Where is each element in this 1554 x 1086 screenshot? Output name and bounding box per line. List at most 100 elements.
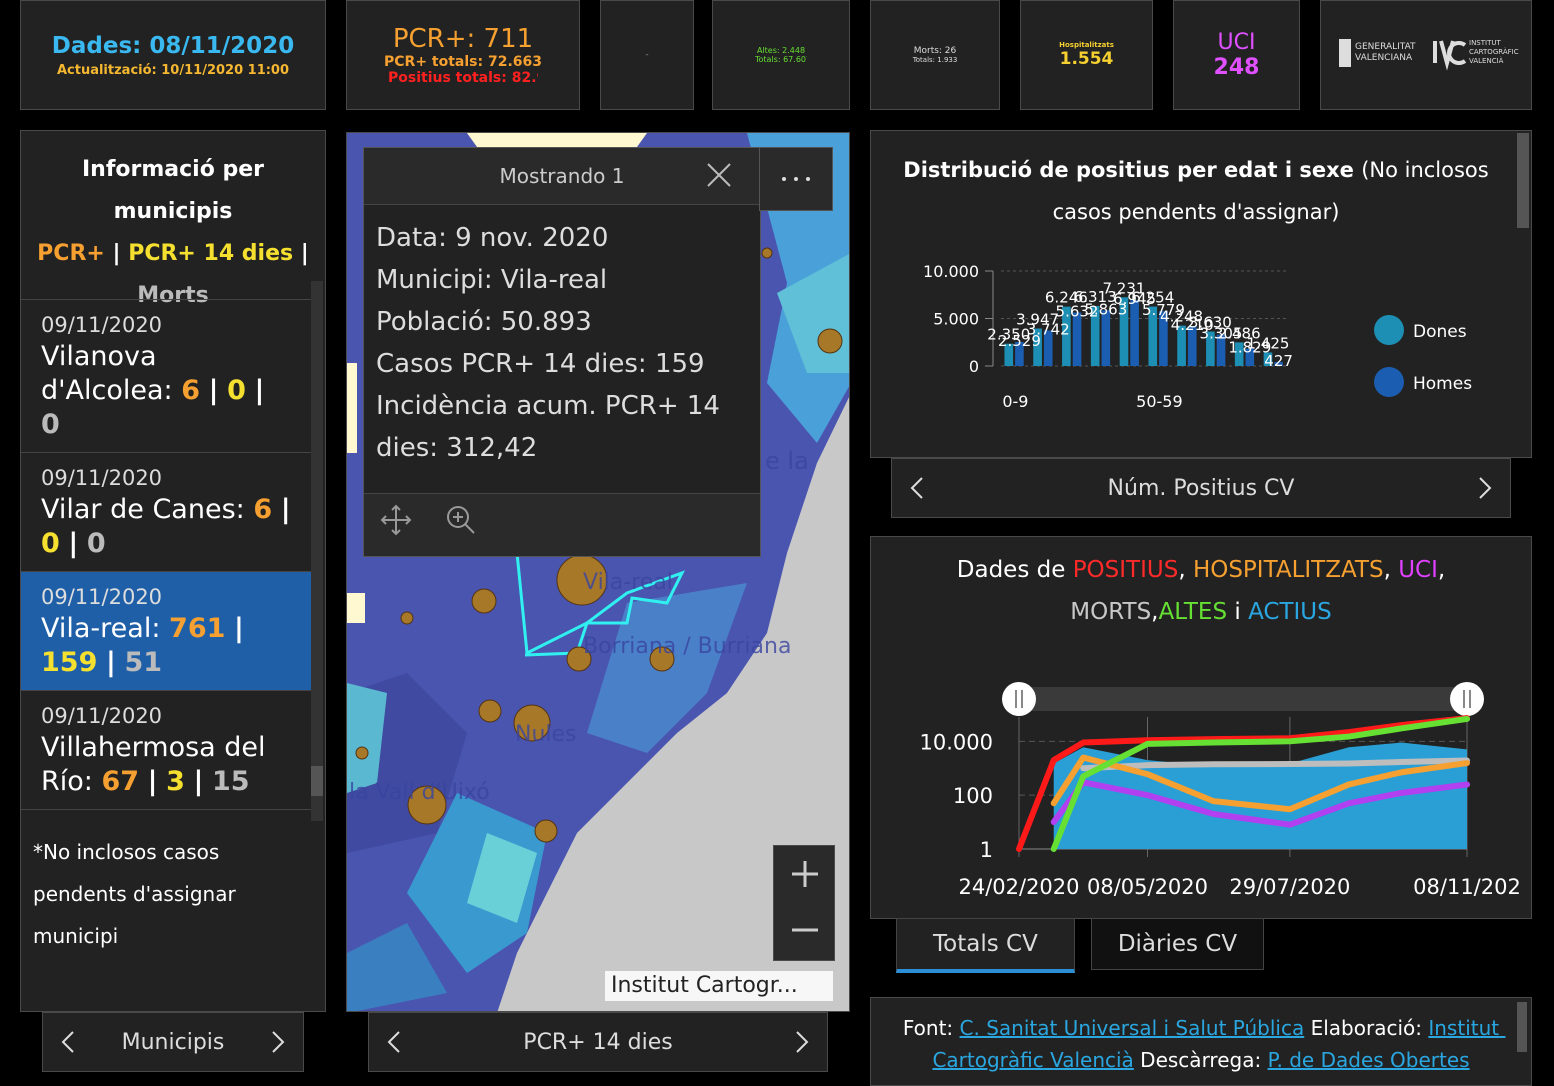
map-label: Vila-real xyxy=(583,570,673,595)
pan[interactable] xyxy=(380,504,412,536)
bar xyxy=(1245,348,1255,366)
region xyxy=(467,833,537,923)
prev[interactable] xyxy=(910,476,924,500)
title-part: UCI xyxy=(1398,557,1438,583)
circles xyxy=(355,247,843,843)
prev[interactable] xyxy=(61,1030,75,1054)
data-label: 2.350 xyxy=(987,326,1030,344)
next[interactable] xyxy=(795,1030,809,1054)
logo-text: INSTITUT xyxy=(1469,39,1501,47)
legend-swatch xyxy=(1374,367,1404,397)
map-label: Borriana / Burriana xyxy=(583,634,791,659)
item-morts: 51 xyxy=(124,647,163,678)
tile-sub: Actualització: 10/11/2020 11:00 xyxy=(56,62,290,78)
close[interactable] xyxy=(704,160,734,190)
x-tick-label: 50-59 xyxy=(1136,392,1183,411)
title-part: HOSPITALITZATS xyxy=(1192,557,1384,583)
y-tick-label: 1 xyxy=(980,838,993,862)
data-label: 4.248 xyxy=(1160,308,1203,326)
zoom-in[interactable] xyxy=(792,861,818,887)
item-pcr14: 3 xyxy=(166,766,185,797)
item-pcr: 761 xyxy=(169,613,226,644)
municipis-panel: Informació per municipis PCR+ | PCR+ 14 … xyxy=(20,130,326,1012)
popup-line: Data: 9 nov. 2020 xyxy=(376,223,609,253)
age-panel: Distribució de positius per edat i sexe … xyxy=(870,130,1532,458)
tab[interactable]: Totals CV xyxy=(896,918,1075,973)
footer-part: C. Sanitat Universal i Salut Pública xyxy=(959,1016,1305,1040)
zoom-to[interactable] xyxy=(447,506,475,534)
data-label: 1.425 xyxy=(1246,334,1289,352)
x-tick-label: 0-9 xyxy=(1002,392,1028,411)
empty-tile: - xyxy=(600,0,694,110)
scroll-thumb[interactable] xyxy=(1517,1002,1527,1052)
prev[interactable] xyxy=(387,1030,401,1054)
region xyxy=(347,923,447,1011)
bar xyxy=(1119,297,1129,366)
title-part: Dades de xyxy=(956,557,1073,583)
popup-title: Mostrando 1 xyxy=(364,148,760,205)
data-label: 5.779 xyxy=(1142,301,1185,319)
item-sep: | xyxy=(68,528,79,559)
more[interactable] xyxy=(759,147,833,211)
tile-title: UCI xyxy=(1217,30,1256,55)
municipi-item[interactable]: 09/11/2020 Vila-real: 761 | 159 | 51 xyxy=(21,572,311,691)
y-tick-label: 0 xyxy=(969,357,979,376)
footer-part: Elaboració: xyxy=(1304,1016,1429,1040)
line-chart: 1 100 10.000 24/02/2020 08/05/2020 29/07/2020… xyxy=(920,682,1521,899)
map-panel: e la Vila-real Borriana / Burriana Nules… xyxy=(346,132,850,1012)
x-tick-label: 08/11/202 xyxy=(1413,875,1521,899)
map-label: la Vall d'Uixó xyxy=(349,780,490,805)
title-part: POSITIUS xyxy=(1072,557,1179,583)
logo-text: CARTOGRÀFIC xyxy=(1469,47,1519,56)
bar xyxy=(1206,331,1215,366)
tabs: Totals CV Diàries CV xyxy=(896,918,1280,974)
tile-sub: 1.554 xyxy=(1059,49,1114,69)
data-label: 2.529 xyxy=(998,332,1041,350)
bar xyxy=(1004,343,1014,366)
item-name: Villahermosa del Río: xyxy=(41,732,266,797)
bar xyxy=(1062,306,1071,366)
data-label: 6.246 xyxy=(1045,289,1088,307)
y-tick-label: 10.000 xyxy=(923,262,979,281)
footer-part: Institut Cartogràfic Valencià xyxy=(932,1016,1506,1072)
data-label: 3.630 xyxy=(1189,314,1232,332)
subtitle: (No inclosos casos pendents d'assignar) xyxy=(1052,158,1489,224)
popup-line: Municipi: Vila-real xyxy=(376,265,608,295)
next[interactable] xyxy=(271,1030,285,1054)
icv-emblem xyxy=(1433,40,1467,71)
gva-emblem xyxy=(1339,39,1351,67)
data-label: 427 xyxy=(1264,352,1293,370)
tab[interactable]: Diàries CV xyxy=(1090,918,1265,970)
item-line: Vilanova d'Alcolea: 6 | 0 | 0 xyxy=(41,340,291,442)
popup-body: Data: 9 nov. 2020 Municipi: Vila-real Pobl… xyxy=(364,205,760,494)
scroll-thumb[interactable] xyxy=(311,766,323,796)
slider-handle[interactable] xyxy=(1450,682,1484,716)
legend-pcr: PCR+ xyxy=(37,241,105,266)
item-name: Vilar de Canes: xyxy=(41,494,245,525)
tile-title: Morts: 26 xyxy=(913,46,957,56)
bar xyxy=(1177,325,1186,366)
footer: Font: C. Sanitat Universal i Salut Públi… xyxy=(870,997,1532,1086)
handle-grip xyxy=(1015,690,1023,708)
next[interactable] xyxy=(1478,476,1492,500)
item-line: Villahermosa del Río: 67 | 3 | 15 xyxy=(41,731,291,799)
logos-tile: GENERALITAT VALENCIANA INSTITUT CARTOGRÀ… xyxy=(1320,0,1532,110)
line-panel: Dades de POSITIUS, HOSPITALITZATS, UCI, … xyxy=(870,536,1532,919)
line-title: Dades de POSITIUS, HOSPITALITZATS, UCI, … xyxy=(911,549,1491,633)
x-tick-label: 29/07/2020 xyxy=(1229,875,1350,899)
y-tick-label: 10.000 xyxy=(920,730,993,754)
data-label: 2.486 xyxy=(1218,324,1261,342)
tile-title: Hospitalitzats xyxy=(1059,41,1114,49)
slider-handle[interactable] xyxy=(1002,682,1036,716)
data-label: 3.947 xyxy=(1016,311,1059,329)
title: Distribució de positius per edat i sexe xyxy=(903,158,1362,182)
item-pcr14: 159 xyxy=(41,647,98,678)
popup-actions xyxy=(380,504,475,536)
logo-text: GENERALITAT xyxy=(1355,42,1416,52)
line xyxy=(1016,715,1470,852)
nav-label: PCR+ 14 dies xyxy=(523,1029,673,1055)
item-pcr14: 0 xyxy=(41,528,60,559)
item-date: 09/11/2020 xyxy=(41,313,163,337)
bar xyxy=(1187,326,1197,366)
